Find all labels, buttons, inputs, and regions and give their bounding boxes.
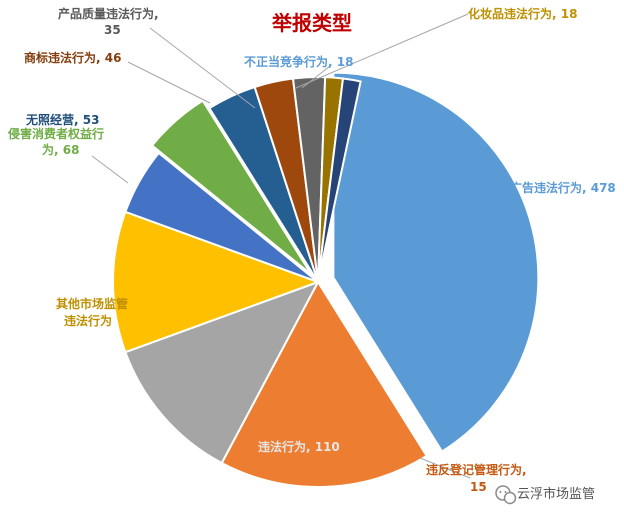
watermark-text: 云浮市场监管 (517, 486, 595, 502)
slice-label-cosmetics: 化妆品违法行为, 18 (468, 6, 577, 21)
leader-line-registration (419, 457, 471, 479)
pie-slice-competition (317, 77, 362, 283)
pie-slice-registration (220, 280, 429, 488)
slice-label-quality-1: 产品质量违法行为, (58, 6, 159, 21)
slice-label-other-2: 违法行为 (64, 313, 112, 328)
wechat-icon (495, 485, 517, 505)
slice-label-quality-2: 35 (104, 23, 121, 37)
slice-label-trademark: 商标违法行为, 46 (24, 50, 121, 65)
slice-label-consumer-1: 侵害消费者权益行 (7, 126, 104, 141)
pie-slice-other (112, 210, 321, 354)
leader-line-cosmetics (295, 13, 469, 89)
slice-label-unlicensed: 无照经营, 53 (25, 112, 99, 127)
leader-lines (91, 13, 471, 479)
chart-title: 举报类型 (271, 11, 352, 35)
leader-line-consumer (91, 155, 129, 184)
pie-slices (112, 71, 540, 488)
slice-label-consumer-2: 为, 68 (42, 142, 79, 157)
slice-label-registration-2: 15 (470, 480, 487, 494)
slice-label-illegal: 违法行为, 110 (258, 439, 340, 454)
pie-slice-illegal (124, 280, 321, 465)
watermark: 云浮市场监管 (495, 485, 595, 505)
pie-slice-consumer (150, 99, 313, 276)
slice-label-ad: 广告违法行为, 478 (510, 180, 616, 195)
slice-label-competition: 不正当竞争行为, 18 (244, 54, 353, 69)
slice-label-other-1: 其他市场监管 (56, 296, 128, 311)
slice-label-registration-1: 违反登记管理行为, (426, 462, 527, 477)
pie-slice-ad (332, 71, 540, 453)
leader-line-trademark (127, 61, 211, 104)
pie-slice-blue (124, 151, 319, 283)
leader-line-quality (149, 27, 256, 109)
leader-line-competition (301, 65, 331, 89)
